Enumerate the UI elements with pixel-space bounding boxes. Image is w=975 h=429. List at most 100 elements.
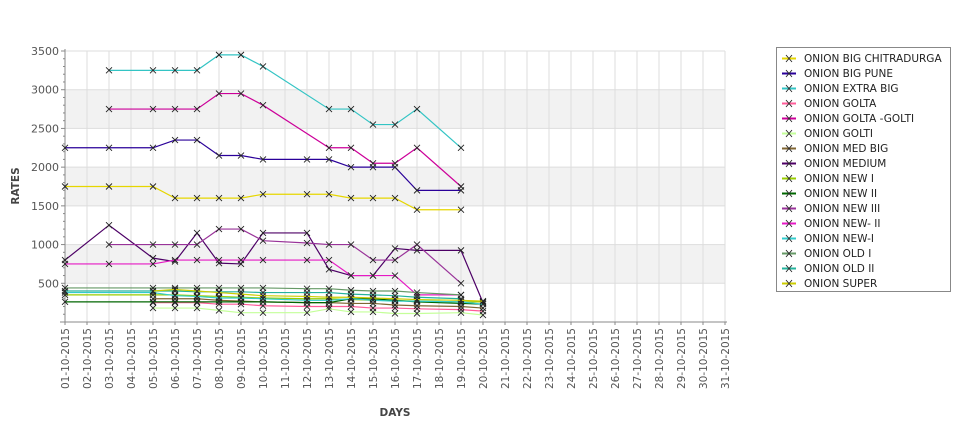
data-point-marker <box>215 288 223 296</box>
data-point-marker <box>237 90 245 97</box>
data-point-marker <box>413 241 421 248</box>
data-point-marker <box>391 292 399 299</box>
data-point-marker <box>149 144 157 152</box>
data-point-marker <box>105 221 113 229</box>
x-tick-label: 13-10-2015 <box>324 328 336 389</box>
data-point-marker <box>325 297 333 304</box>
legend-label: ONION NEW III <box>804 202 881 215</box>
data-point-marker <box>193 136 201 144</box>
legend-label: ONION MED BIG <box>804 142 889 155</box>
x-tick-label: 28-10-2015 <box>654 328 666 389</box>
series-line <box>64 224 484 303</box>
data-point-marker <box>259 237 267 245</box>
data-point-marker <box>391 245 399 252</box>
data-point-marker <box>413 296 421 303</box>
series-onion-new-iii <box>105 225 465 287</box>
data-point-marker <box>259 63 267 70</box>
y-tick-label: 1000 <box>31 239 59 252</box>
data-point-marker <box>391 310 399 317</box>
x-tick-label: 27-10-2015 <box>632 328 644 389</box>
series-onion-new-ii <box>61 256 465 299</box>
x-tick-label: 18-10-2015 <box>434 328 446 389</box>
data-point-marker <box>259 292 267 299</box>
data-point-marker <box>457 279 465 287</box>
legend-item: ONION SUPER <box>777 276 950 291</box>
legend-item: ONION NEW II <box>777 186 950 201</box>
series-onion-golti <box>149 304 487 319</box>
legend-item: ONION MED BIG <box>777 141 950 156</box>
legend-swatch-icon <box>782 144 796 153</box>
series-line <box>65 290 462 300</box>
x-tick-label: 19-10-2015 <box>456 328 468 389</box>
data-point-marker <box>457 144 465 152</box>
data-point-marker <box>193 194 201 202</box>
x-tick-label: 08-10-2015 <box>214 328 226 389</box>
data-point-marker <box>215 51 223 59</box>
series-line <box>153 302 484 312</box>
data-point-marker <box>347 241 355 248</box>
data-point-marker <box>325 293 333 301</box>
x-tick-label: 17-10-2015 <box>412 328 424 389</box>
data-point-marker <box>171 241 179 248</box>
legend-swatch-icon <box>782 219 796 228</box>
data-point-marker <box>105 105 113 113</box>
data-point-marker <box>105 144 113 152</box>
data-point-marker <box>391 295 399 303</box>
data-point-marker <box>193 304 201 312</box>
x-tick-label: 01-10-2015 <box>60 328 72 389</box>
data-point-marker <box>61 183 69 190</box>
data-point-marker <box>347 290 355 298</box>
x-tick-label: 14-10-2015 <box>346 328 358 389</box>
data-point-marker <box>303 239 311 247</box>
legend-item: ONION BIG PUNE <box>777 66 950 81</box>
data-point-marker <box>259 256 267 264</box>
data-point-marker <box>193 298 201 306</box>
x-tick-label: 06-10-2015 <box>170 328 182 389</box>
x-tick-label: 21-10-2015 <box>500 328 512 389</box>
data-point-marker <box>347 105 355 113</box>
y-tick-label: 3000 <box>31 84 59 97</box>
data-point-marker <box>171 256 179 264</box>
legend-item: ONION GOLTA <box>777 96 950 111</box>
data-point-marker <box>171 304 179 312</box>
x-tick-label: 07-10-2015 <box>192 328 204 389</box>
data-point-marker <box>479 300 487 308</box>
data-point-marker <box>105 67 113 74</box>
x-tick-label: 20-10-2015 <box>478 328 490 389</box>
legend-label: ONION GOLTA -GOLTI <box>804 112 915 125</box>
data-point-marker <box>61 298 69 306</box>
legend-label: ONION SUPER <box>804 277 878 290</box>
legend-swatch-icon <box>782 204 796 213</box>
legend-item: ONION GOLTA -GOLTI <box>777 111 950 126</box>
data-point-marker <box>391 159 399 167</box>
data-point-marker <box>215 90 223 97</box>
data-point-marker <box>457 247 465 254</box>
data-point-marker <box>61 284 69 292</box>
legend: ONION BIG CHITRADURGA ONION BIG PUNE ONION… <box>776 47 951 292</box>
data-point-marker <box>171 292 179 299</box>
data-point-marker <box>325 305 333 313</box>
data-point-marker <box>259 284 267 292</box>
data-point-marker <box>325 241 333 248</box>
data-point-marker <box>303 256 311 264</box>
data-point-marker <box>457 297 465 304</box>
data-point-marker <box>303 309 311 317</box>
legend-label: ONION GOLTA <box>804 97 877 110</box>
data-point-marker <box>347 144 355 152</box>
data-point-marker <box>413 305 421 313</box>
y-tick-label: 2500 <box>31 122 59 135</box>
data-point-marker <box>391 272 399 279</box>
x-tick-label: 24-10-2015 <box>566 328 578 389</box>
data-point-marker <box>457 303 465 310</box>
data-point-marker <box>193 105 201 113</box>
legend-swatch-icon <box>782 174 796 183</box>
data-point-marker <box>259 190 267 198</box>
legend-label: ONION MEDIUM <box>804 157 887 170</box>
series-onion-extra-big <box>105 51 465 152</box>
data-point-marker <box>347 303 355 310</box>
x-tick-label: 22-10-2015 <box>522 328 534 389</box>
data-point-marker <box>105 260 113 268</box>
series-line <box>152 288 484 302</box>
y-axis-label: RATES <box>10 167 22 204</box>
